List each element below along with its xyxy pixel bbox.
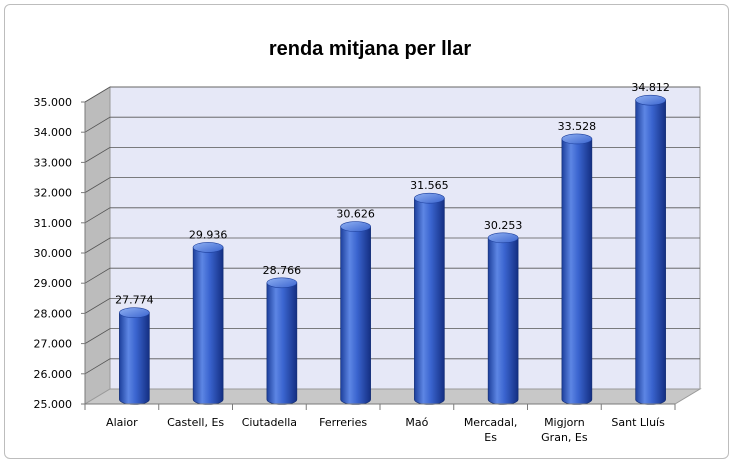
x-tick-label: Mercadal, Es xyxy=(464,416,518,444)
bar-body xyxy=(561,138,593,405)
bar-cap xyxy=(119,307,150,319)
bar xyxy=(561,133,593,405)
data-label: 34.812 xyxy=(631,81,670,94)
bar-cap xyxy=(266,277,298,289)
bar-cap xyxy=(635,94,666,106)
y-axis: 25.000 26.000 27.000 28.000 29.000 30.000 31.0… xyxy=(34,96,86,411)
data-label: 31.565 xyxy=(410,179,449,192)
x-tick-label: Alaior xyxy=(106,416,138,429)
bar-body xyxy=(487,237,519,405)
bar xyxy=(266,277,298,405)
chart-title: renda mitjana per llar xyxy=(269,38,472,60)
y-tick-label: 29.000 xyxy=(34,277,73,290)
bar-body xyxy=(266,282,298,405)
data-labels: 27.774 29.936 28.766 30.626 31.565 30.253 33.5… xyxy=(115,81,670,307)
bar xyxy=(340,221,371,405)
data-label: 27.774 xyxy=(115,294,154,307)
data-label: 29.936 xyxy=(189,228,228,241)
bar-cap xyxy=(561,133,593,145)
gridline xyxy=(84,86,700,103)
y-tick-label: 25.000 xyxy=(34,398,73,411)
bar xyxy=(635,94,666,405)
bar-cap xyxy=(414,192,445,204)
y-tick-label: 28.000 xyxy=(34,307,73,320)
y-tick-label: 26.000 xyxy=(34,368,73,381)
bar xyxy=(414,192,445,405)
bar-body xyxy=(414,197,445,405)
x-tick-label: Castell, Es xyxy=(167,416,224,429)
data-label: 30.253 xyxy=(484,219,523,232)
y-tick-label: 33.000 xyxy=(34,156,73,169)
x-tick-label: Migjorn Gran, Es xyxy=(541,416,588,444)
x-axis: Alaior Castell, Es Ciutadella Ferreries Maó M… xyxy=(84,403,676,444)
gridline xyxy=(84,146,700,163)
bar xyxy=(192,242,224,405)
x-tick-label: Sant Lluís xyxy=(611,416,665,429)
plot-walls xyxy=(83,86,702,405)
gridline xyxy=(84,207,700,224)
y-tick-label: 27.000 xyxy=(34,338,73,351)
data-label: 30.626 xyxy=(336,208,375,221)
x-tick-label: Ferreries xyxy=(319,416,367,429)
bar-cap xyxy=(487,232,519,244)
bar-cap xyxy=(192,242,224,253)
bar-cap xyxy=(340,221,371,232)
bar-body xyxy=(635,99,666,405)
y-tick-label: 34.000 xyxy=(34,126,73,139)
gridline xyxy=(84,177,700,193)
bar-body xyxy=(192,247,224,405)
data-label: 28.766 xyxy=(263,264,302,277)
floor xyxy=(83,388,702,405)
y-tick-label: 31.000 xyxy=(34,217,73,230)
bar-body xyxy=(340,226,371,405)
data-label: 33.528 xyxy=(558,120,597,133)
bars xyxy=(119,94,666,405)
y-tick-label: 32.000 xyxy=(34,187,73,200)
gridline xyxy=(84,116,700,133)
bar xyxy=(119,307,150,405)
y-tick-label: 35.000 xyxy=(34,96,73,109)
bar xyxy=(487,232,519,405)
bar-body xyxy=(119,312,150,405)
x-tick-label: Ciutadella xyxy=(242,416,297,429)
x-tick-label: Maó xyxy=(405,416,428,429)
y-tick-label: 30.000 xyxy=(34,247,73,260)
